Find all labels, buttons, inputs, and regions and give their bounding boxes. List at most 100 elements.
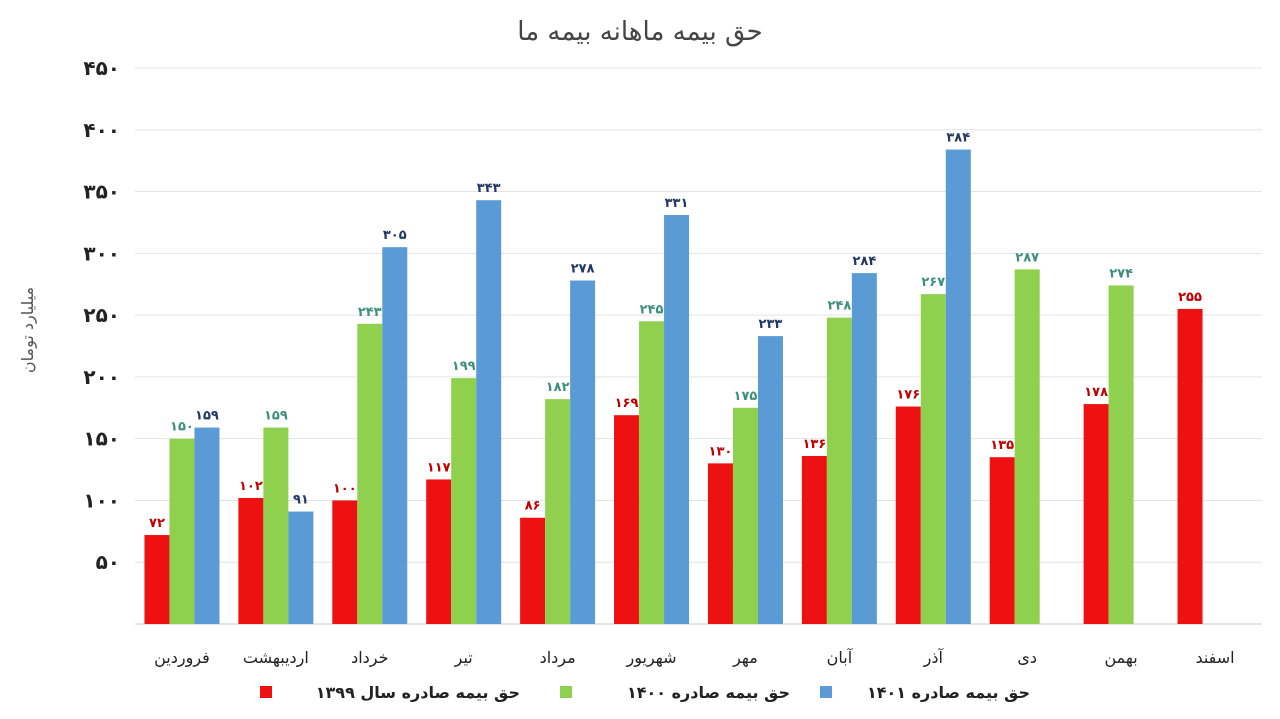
data-label: ۸۶ [525, 499, 541, 514]
y-tick-label: ۲۰۰ [83, 365, 120, 389]
bar [851, 273, 877, 624]
data-label: ۱۵۹ [264, 409, 288, 424]
bar [169, 438, 195, 624]
bar [1108, 285, 1134, 624]
y-tick-label: ۳۵۰ [83, 180, 120, 204]
y-tick-label: ۴۰۰ [83, 118, 120, 142]
bar [1014, 269, 1040, 624]
y-tick-label: ۳۰۰ [83, 241, 120, 265]
bar [357, 323, 383, 624]
data-label: ۲۵۵ [1178, 290, 1202, 305]
data-label: ۱۳۶ [802, 437, 826, 452]
data-label: ۱۰۲ [239, 479, 263, 494]
x-tick-label: دی [1017, 648, 1037, 667]
x-tick-label: فروردین [154, 648, 210, 668]
data-label: ۲۴۳ [358, 305, 382, 320]
legend-swatch [560, 686, 572, 698]
legend-swatch [260, 686, 272, 698]
bar [945, 149, 971, 624]
data-label: ۱۳۵ [990, 438, 1014, 453]
data-label: ۱۰۰ [333, 481, 357, 496]
legend: حق بیمه صادره سال ۱۳۹۹ حق بیمه صادره ۱۴۰۰… [260, 683, 1030, 702]
y-axis-ticks: ۵۰ ۱۰۰ ۱۵۰ ۲۰۰ ۲۵۰ ۳۰۰ ۳۵۰ ۴۰۰ ۴۵۰ [83, 56, 120, 574]
x-tick-label: خرداد [351, 648, 388, 668]
y-tick-label: ۵۰ [96, 550, 120, 574]
bar [1083, 404, 1109, 624]
x-tick-label: مهر [732, 648, 758, 668]
data-label: ۱۱۷ [427, 460, 451, 475]
bar [144, 535, 170, 624]
data-labels: ۷۲۱۵۰۱۵۹۱۰۲۱۵۹۹۱۱۰۰۲۴۳۳۰۵۱۱۷۱۹۹۳۴۳۸۶۱۸۲۲… [149, 131, 1202, 531]
data-label: ۱۵۹ [195, 409, 219, 424]
y-tick-label: ۱۰۰ [83, 488, 120, 512]
x-tick-label: تیر [454, 648, 473, 668]
x-tick-label: مرداد [540, 648, 576, 668]
bar [757, 336, 783, 624]
data-label: ۱۸۲ [546, 380, 570, 395]
data-label: ۳۴۳ [477, 181, 501, 196]
data-label: ۲۷۴ [1109, 266, 1133, 281]
gridlines [135, 67, 1262, 625]
y-tick-label: ۴۵۰ [83, 56, 120, 80]
bar [801, 455, 827, 624]
data-label: ۱۵۰ [170, 420, 194, 435]
bar [920, 294, 946, 624]
bar [895, 406, 921, 624]
bar [826, 317, 852, 624]
x-tick-label: شهریور [626, 648, 677, 668]
bar [520, 517, 546, 624]
bar [263, 427, 289, 624]
bar [238, 497, 264, 624]
data-label: ۲۸۴ [852, 254, 876, 269]
bar [194, 427, 220, 624]
data-label: ۱۷۸ [1084, 385, 1108, 400]
bar [288, 511, 314, 624]
data-label: ۱۷۶ [896, 388, 920, 403]
x-tick-label: آذر [923, 648, 945, 668]
bar [614, 415, 640, 624]
bar [382, 247, 408, 624]
chart-title: حق بیمه ماهانه بیمه ما [517, 17, 762, 47]
data-label: ۲۷۸ [571, 262, 595, 277]
data-label: ۱۷۵ [734, 389, 758, 404]
bar [707, 463, 733, 624]
bar [570, 280, 596, 624]
legend-label: حق بیمه صادره سال ۱۳۹۹ [316, 683, 520, 702]
legend-label: حق بیمه صادره ۱۴۰۰ [627, 683, 790, 702]
y-tick-label: ۲۵۰ [83, 303, 120, 327]
x-axis-ticks: فروردین اردیبهشت خرداد تیر مرداد شهریور مهر آبا… [154, 648, 1235, 668]
bar [426, 479, 452, 624]
data-label: ۲۳۳ [759, 317, 783, 332]
bar [332, 500, 358, 624]
bar [451, 378, 477, 624]
data-label: ۲۶۷ [921, 275, 945, 290]
data-label: ۲۸۷ [1015, 250, 1039, 265]
data-label: ۳۰۵ [383, 228, 407, 243]
bars [144, 149, 1203, 624]
data-label: ۳۳۱ [665, 196, 689, 211]
legend-swatch [820, 686, 832, 698]
y-axis-label: میلیارد تومان [18, 287, 38, 373]
data-label: ۲۴۵ [640, 302, 664, 317]
x-tick-label: اردیبهشت [243, 648, 309, 668]
data-label: ۱۳۰ [709, 444, 733, 459]
bar [664, 215, 690, 624]
bar [639, 321, 665, 624]
bar [476, 200, 502, 624]
x-tick-label: آبان [827, 648, 854, 667]
bar [732, 407, 758, 624]
bar [1177, 308, 1203, 624]
x-tick-label: بهمن [1104, 648, 1137, 668]
data-label: ۹۱ [293, 493, 309, 508]
data-label: ۳۸۴ [946, 131, 970, 146]
data-label: ۱۹۹ [452, 359, 476, 374]
x-tick-label: اسفند [1195, 648, 1234, 667]
y-tick-label: ۱۵۰ [83, 427, 120, 451]
bar [989, 457, 1015, 624]
legend-label: حق بیمه صادره ۱۴۰۱ [867, 683, 1030, 702]
data-label: ۱۶۹ [615, 396, 639, 411]
data-label: ۷۲ [149, 516, 165, 531]
bar [545, 399, 571, 624]
